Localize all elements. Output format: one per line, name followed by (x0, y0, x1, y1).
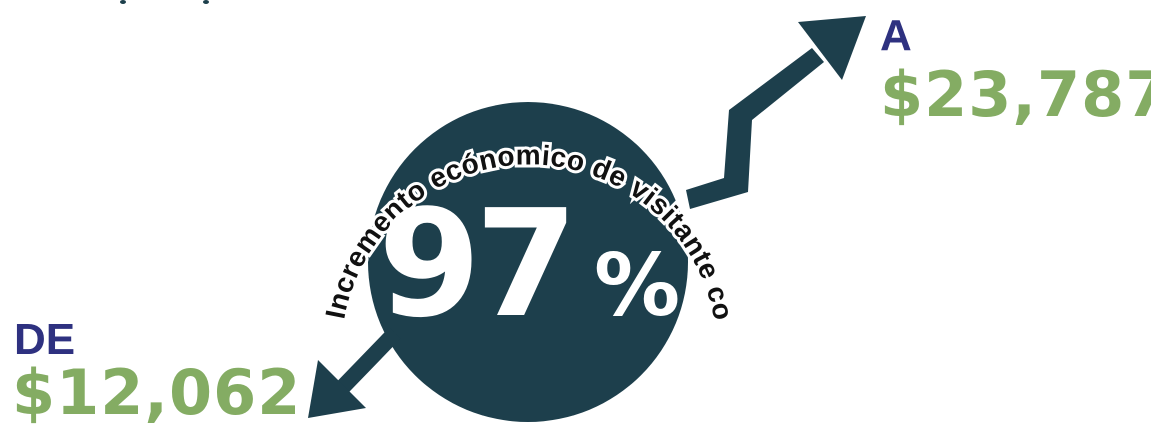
up-arrow-body (686, 48, 824, 209)
to-label: A (880, 11, 912, 60)
decorative-dot (120, 0, 126, 4)
down-arrow-head (308, 360, 366, 418)
up-arrow-head (798, 16, 866, 80)
percent-sign: % (594, 236, 680, 336)
percent-circle (368, 102, 688, 422)
percent-number: 97 (378, 178, 572, 350)
from-value: $12,062 (12, 356, 302, 429)
to-value: $23,787 (880, 58, 1151, 131)
down-arrow-shaft (332, 327, 401, 398)
from-label: DE (14, 315, 76, 364)
decorative-dot (203, 0, 209, 4)
